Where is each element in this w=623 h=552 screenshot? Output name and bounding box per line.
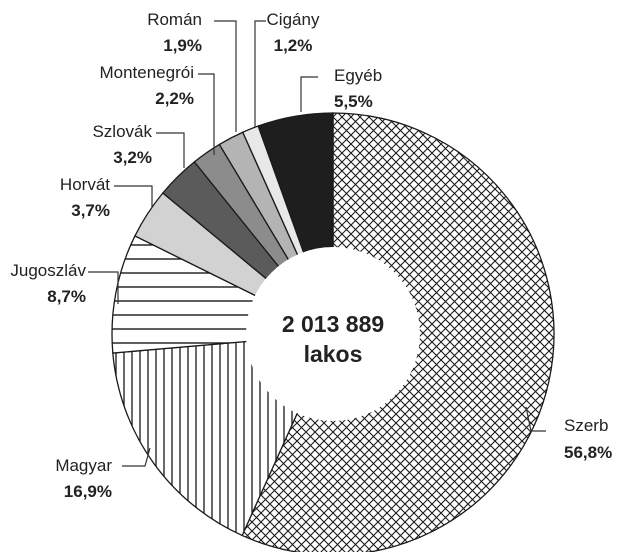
leader-line-roman bbox=[214, 20, 237, 132]
label-szerb: Szerb bbox=[564, 416, 608, 435]
leader-lines bbox=[88, 20, 546, 467]
center-label-line2: lakos bbox=[304, 341, 363, 367]
label-szlovak: Szlovák bbox=[92, 122, 152, 141]
label-magyar: Magyar bbox=[55, 456, 112, 475]
value-label-jugoszlav: 8,7% bbox=[47, 287, 86, 306]
value-label-szerb: 56,8% bbox=[564, 443, 612, 462]
label-cigany: Cigány bbox=[267, 10, 320, 29]
value-label-roman: 1,9% bbox=[163, 36, 202, 55]
center-label-line1: 2 013 889 bbox=[282, 311, 384, 337]
label-roman: Román bbox=[147, 10, 202, 29]
label-jugoszlav: Jugoszláv bbox=[10, 261, 86, 280]
leader-line-cigany bbox=[254, 20, 266, 127]
label-egyeb: Egyéb bbox=[334, 66, 382, 85]
value-label-szlovak: 3,2% bbox=[113, 148, 152, 167]
leader-line-montenegroi bbox=[198, 73, 215, 155]
value-label-egyeb: 5,5% bbox=[334, 92, 373, 111]
leader-line-horvat bbox=[114, 185, 153, 207]
donut-hole bbox=[246, 247, 420, 421]
value-label-magyar: 16,9% bbox=[64, 482, 112, 501]
leader-line-egyeb bbox=[300, 76, 318, 112]
value-label-montenegroi: 2,2% bbox=[155, 89, 194, 108]
leader-line-szlovak bbox=[156, 132, 185, 168]
leader-line-szerb bbox=[525, 406, 546, 432]
label-montenegroi: Montenegrói bbox=[99, 63, 194, 82]
slice-labels: Szerb 56,8% Magyar 16,9% Jugoszláv 8,7% Horvát… bbox=[10, 10, 612, 501]
value-label-horvat: 3,7% bbox=[71, 201, 110, 220]
value-label-cigany: 1,2% bbox=[274, 36, 313, 55]
leader-line-magyar bbox=[122, 447, 151, 467]
label-horvat: Horvát bbox=[60, 175, 110, 194]
leader-line-jugoszlav bbox=[88, 271, 119, 304]
